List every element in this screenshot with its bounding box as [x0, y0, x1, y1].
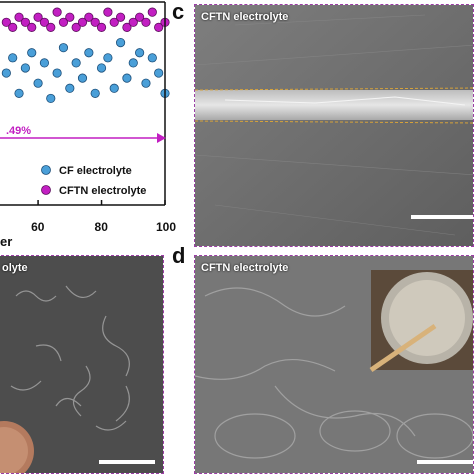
cftn-data-point: [1, 17, 11, 27]
cf-data-point: [90, 88, 100, 98]
cftn-data-point: [122, 22, 132, 32]
cf-data-point: [96, 63, 107, 73]
cftn-data-point: [8, 22, 18, 32]
cftn-data-point: [128, 17, 138, 27]
x-tick-label: 100: [156, 220, 176, 234]
cf-data-point: [8, 53, 18, 63]
cftn-data-point: [58, 17, 69, 27]
cftn-data-point: [135, 12, 145, 22]
cf-data-point: [115, 37, 126, 48]
cf-data-point: [84, 48, 94, 58]
cftn-data-point: [39, 17, 50, 27]
cf-data-point: [135, 48, 145, 58]
cf-data-point: [77, 73, 88, 83]
cftn-data-point: [20, 17, 30, 27]
chart-points: [1, 7, 170, 104]
legend-label-cf: CF electrolyte: [59, 165, 132, 177]
sem-label-c: CFTN electrolyte: [201, 11, 289, 23]
panel-letter-d: d: [172, 243, 186, 268]
x-ticks: 60 80 100: [31, 200, 176, 234]
cf-data-point: [33, 78, 43, 88]
cf-data-point: [46, 93, 56, 104]
x-tick-label: 80: [95, 220, 109, 234]
cf-data-point: [128, 58, 138, 68]
sem-image-c: CFTN electrolyte: [194, 4, 474, 247]
cf-data-point: [154, 68, 164, 78]
x-tick-label: 60: [31, 220, 45, 234]
cf-data-point: [27, 48, 37, 58]
cf-data-point: [1, 68, 11, 78]
scale-bar-b: [99, 460, 155, 464]
cftn-data-point: [77, 17, 88, 27]
cf-data-point: [103, 53, 113, 63]
cf-data-point: [141, 78, 151, 88]
cf-data-point: [65, 83, 75, 93]
legend-marker-cftn: [41, 185, 51, 195]
cftn-data-point: [27, 22, 37, 32]
sem-label-d: CFTN electrolyte: [201, 262, 289, 274]
cftn-data-point: [115, 12, 126, 22]
cftn-data-point: [109, 17, 119, 27]
cftn-data-point: [84, 12, 94, 22]
cftn-data-point: [52, 7, 62, 17]
scale-bar-c: [411, 215, 473, 219]
cf-data-point: [52, 68, 62, 78]
sem-image-d: CFTN electrolyte: [194, 255, 474, 474]
cf-data-point: [14, 88, 24, 98]
x-axis-label: er: [0, 234, 12, 249]
annotation-text: .49%: [6, 125, 31, 137]
sem-image-b-texture: [0, 256, 163, 473]
scale-bar-d: [417, 460, 473, 464]
sem-label-b: olyte: [2, 262, 28, 274]
legend-label-cftn: CFTN electrolyte: [59, 185, 146, 197]
panel-letter-c: c: [172, 0, 185, 24]
legend-marker-cf: [41, 165, 51, 175]
cftn-data-point: [46, 22, 56, 32]
cf-data-point: [39, 58, 50, 68]
coulombic-efficiency-chart: 60 80 100 er .49% CF electrolyte CFTN elec…: [0, 1, 176, 249]
cf-data-point: [20, 63, 30, 73]
cf-data-point: [122, 73, 132, 83]
cf-data-point: [109, 83, 119, 93]
cftn-data-point: [141, 17, 151, 27]
cftn-data-point: [14, 12, 24, 22]
cftn-data-point: [96, 22, 107, 32]
cf-data-point: [58, 43, 69, 53]
cf-data-point: [71, 58, 81, 68]
cftn-data-point: [33, 12, 43, 22]
cftn-data-point: [90, 17, 100, 27]
cftn-data-point: [147, 7, 157, 17]
cftn-data-point: [103, 7, 113, 17]
sem-image-b: olyte: [0, 255, 164, 474]
cftn-data-point: [65, 12, 75, 22]
annotation-arrow-head: [157, 133, 166, 143]
cftn-data-point: [154, 22, 164, 32]
cftn-data-point: [71, 22, 81, 32]
cf-data-point: [147, 53, 157, 63]
sem-image-c-texture: [195, 5, 473, 246]
sem-image-d-texture: [195, 256, 473, 473]
